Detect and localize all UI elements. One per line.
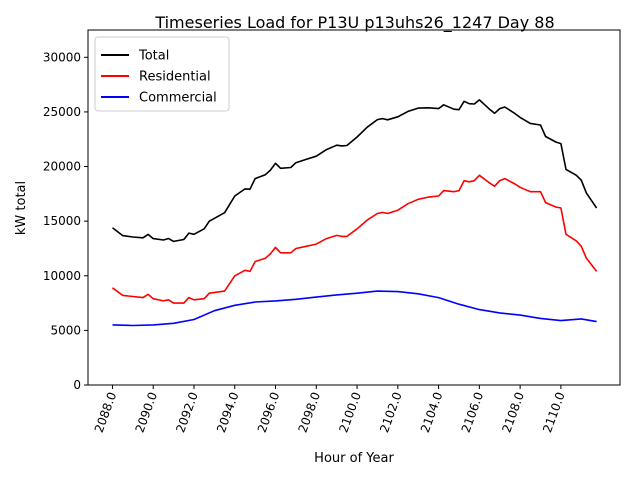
x-tick-label: 2102.0 (377, 390, 405, 434)
y-axis-label: kW total (14, 181, 29, 235)
legend-label-total: Total (138, 49, 169, 64)
x-tick-label: 2100.0 (336, 390, 364, 434)
legend-label-commercial: Commercial (139, 91, 217, 106)
y-tick-label: 20000 (43, 160, 81, 174)
y-tick-label: 10000 (43, 269, 81, 283)
x-tick-label: 2096.0 (255, 390, 283, 434)
x-axis-label: Hour of Year (314, 451, 394, 466)
x-tick-label: 2108.0 (499, 390, 527, 434)
plot-frame (87, 29, 621, 386)
x-tick-label: 2098.0 (296, 390, 324, 434)
x-tick-label: 2092.0 (173, 390, 201, 434)
y-tick-label: 5000 (50, 323, 81, 337)
y-tick-label: 0 (73, 378, 81, 392)
x-tick-label: 2090.0 (133, 390, 161, 434)
chart-title: Timeseries Load for P13U p13uhs26_1247 D… (154, 13, 554, 33)
y-tick-label: 25000 (43, 105, 81, 119)
x-tick-label: 2110.0 (540, 390, 568, 434)
plot-area: 2088.0 2090.0 2092.0 2094.0 2096.0 2098.0 2100… (43, 29, 621, 434)
series-line-residential (112, 174, 598, 304)
legend-label-residential: Residential (139, 70, 211, 85)
legend: Total Residential Commercial (94, 36, 230, 112)
x-tick-label: 2094.0 (214, 390, 242, 434)
series-line-total (112, 99, 598, 243)
x-tick-label: 2088.0 (92, 390, 120, 434)
y-tick-label: 15000 (43, 214, 81, 228)
x-tick-label: 2106.0 (459, 390, 487, 434)
x-tick-label: 2104.0 (418, 390, 446, 434)
y-tick-label: 30000 (43, 50, 81, 64)
series-line-commercial (112, 290, 597, 327)
